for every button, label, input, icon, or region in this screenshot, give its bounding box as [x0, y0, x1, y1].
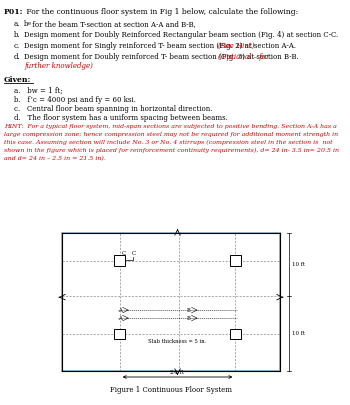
Bar	[114, 256, 125, 266]
Text: large compression zone; hence compression steel may not be required for addition: large compression zone; hence compressio…	[4, 132, 338, 137]
Text: a.: a.	[14, 20, 21, 28]
Text: C: C	[132, 251, 136, 256]
Text: shown in the figure which is placed for reinforcement continuity requirements), : shown in the figure which is placed for …	[4, 148, 339, 153]
Text: 24 ft: 24 ft	[170, 370, 184, 375]
Text: B: B	[187, 315, 191, 321]
Text: d.   The floor system has a uniform spacing between beams.: d. The floor system has a uniform spacin…	[14, 114, 228, 122]
Bar	[230, 256, 241, 266]
Text: this case. Assuming section will include No. 3 or No. 4 stirrups (compression st: this case. Assuming section will include…	[4, 140, 332, 145]
Text: Figure 1 Continuous Floor System: Figure 1 Continuous Floor System	[110, 386, 232, 394]
Bar	[230, 328, 241, 339]
Text: and d= 24 in – 2.5 in = 21.5 in).: and d= 24 in – 2.5 in = 21.5 in).	[4, 156, 106, 161]
Text: further knowledge): further knowledge)	[24, 62, 93, 70]
Text: (Optional – for: (Optional – for	[218, 53, 270, 61]
Text: b.   f’c = 4000 psi and fy = 60 ksi.: b. f’c = 4000 psi and fy = 60 ksi.	[14, 96, 136, 104]
Text: 10 ft: 10 ft	[292, 262, 305, 267]
Text: (See Hint): (See Hint)	[218, 42, 254, 50]
Text: C: C	[122, 251, 126, 256]
Text: Slab thickness = 5 in.: Slab thickness = 5 in.	[148, 339, 206, 344]
Text: 10 ft: 10 ft	[292, 331, 305, 336]
Text: Design moment for Doubly reinforced T- beam section (Fig. 3) at section B-B.: Design moment for Doubly reinforced T- b…	[24, 53, 301, 61]
Text: c.: c.	[14, 42, 20, 50]
Text: Design moment for Singly reinforced T- beam section (Fig. 2) at section A-A.: Design moment for Singly reinforced T- b…	[24, 42, 298, 50]
Text: d.: d.	[14, 53, 21, 61]
Text: A: A	[118, 308, 122, 313]
Text: c.   Central floor beam spanning in horizontal direction.: c. Central floor beam spanning in horizo…	[14, 105, 212, 113]
Text: A: A	[118, 315, 122, 321]
Text: For the continuous floor system in Fig 1 below, calculate the following:: For the continuous floor system in Fig 1…	[24, 8, 298, 16]
Text: for the beam T-section at section A-A and B-B,: for the beam T-section at section A-A an…	[30, 20, 196, 28]
Text: b: b	[24, 20, 28, 28]
Bar	[114, 328, 125, 339]
Text: Given:: Given:	[4, 76, 32, 84]
Text: e: e	[28, 21, 31, 26]
Text: Design moment for Doubly Reinforced Rectangular beam section (Fig. 4) at section: Design moment for Doubly Reinforced Rect…	[24, 31, 338, 39]
Text: a.   bw = 1 ft;: a. bw = 1 ft;	[14, 87, 63, 95]
Text: b.: b.	[14, 31, 21, 39]
Bar	[62, 233, 280, 371]
Text: P01:: P01:	[4, 8, 23, 16]
Text: B: B	[187, 308, 191, 313]
Text: HINT:  For a typical floor system, mid-span sections are subjected to positive b: HINT: For a typical floor system, mid-sp…	[4, 124, 337, 129]
